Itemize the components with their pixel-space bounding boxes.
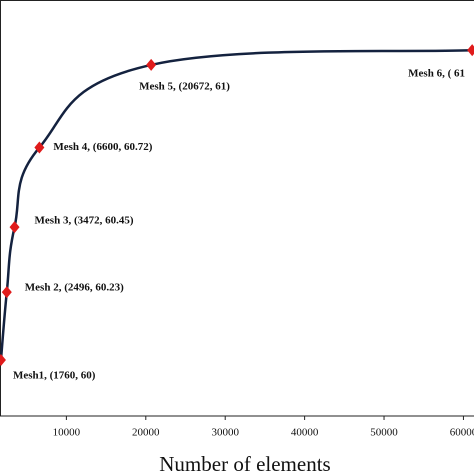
x-axis-label: Number of elements [159, 452, 330, 474]
x-tick-label: 20000 [132, 427, 160, 439]
marker [34, 141, 45, 154]
marker [9, 221, 20, 234]
annotation: Mesh 6, ( 61 [408, 68, 465, 80]
marker [0, 353, 6, 366]
annotation: Mesh 3, (3472, 60.45) [35, 215, 134, 227]
annotation: Mesh1, (1760, 60) [13, 369, 96, 381]
x-tick-label: 60000 [450, 427, 474, 439]
annotation: Mesh 2, (2496, 60.23) [25, 282, 124, 294]
marker [1, 286, 12, 299]
x-tick-label: 30000 [211, 427, 239, 439]
annotation: Mesh 5, (20672, 61) [139, 80, 230, 92]
annotation: Mesh 4, (6600, 60.72) [53, 141, 152, 153]
marker [467, 44, 474, 57]
x-tick-label: 50000 [370, 427, 398, 439]
x-tick-label: 10000 [53, 427, 81, 439]
marker [146, 58, 157, 71]
x-tick-label: 40000 [291, 427, 319, 439]
axis-frame [0, 0, 474, 416]
